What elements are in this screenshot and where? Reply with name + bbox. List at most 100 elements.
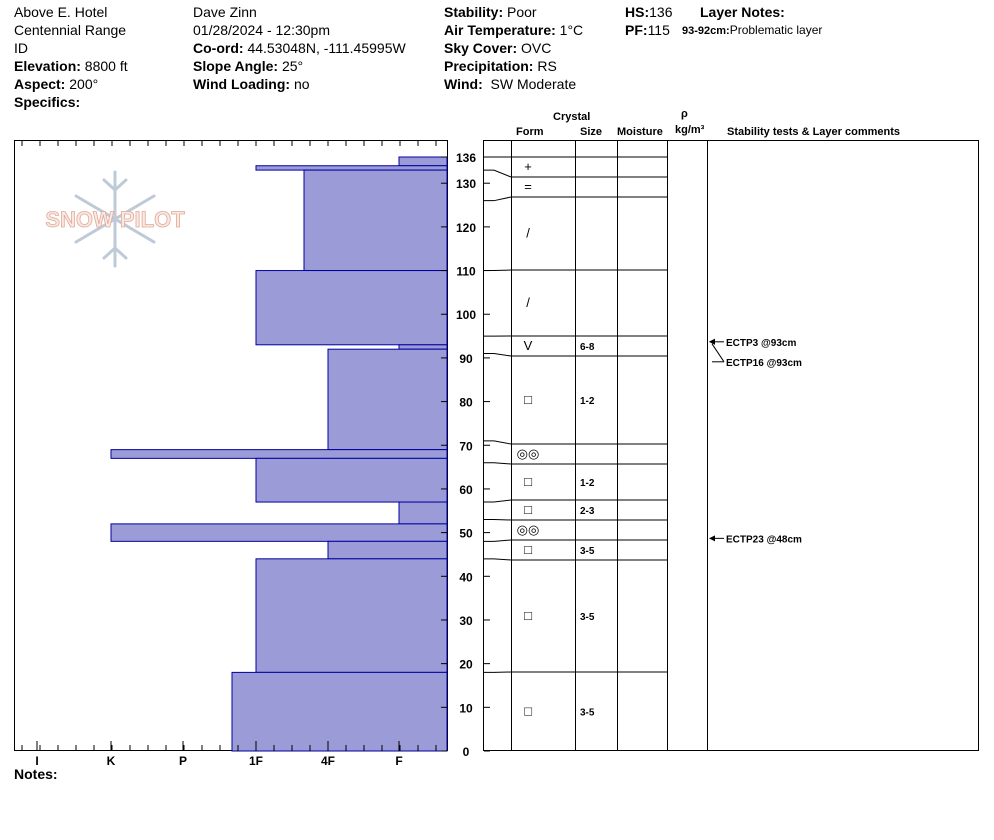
pf-label: PF: — [625, 22, 648, 38]
coord-label: Co-ord: — [193, 40, 244, 56]
y-tick-label: 90 — [459, 352, 473, 366]
sky-label: Sky Cover: — [444, 40, 518, 56]
hardness-tick-label: K — [107, 754, 116, 768]
hardness-tick-label: I — [35, 754, 38, 768]
stability-test-label: ECTP23 @48cm — [726, 534, 802, 545]
crystal-form-symbol: □ — [524, 474, 532, 489]
wind-value: SW Moderate — [490, 76, 577, 92]
y-tick-label: 80 — [459, 396, 473, 410]
elevation-value: 8800 ft — [84, 58, 128, 74]
y-tick-label: 50 — [459, 527, 473, 541]
wind-label: Wind: — [444, 76, 483, 92]
stability-comments-header: Stability tests & Layer comments — [727, 126, 901, 138]
density-rho-header: ρ — [681, 108, 688, 120]
strata-table-frame — [483, 140, 979, 751]
hardness-bar — [398, 501, 448, 525]
aspect-label: Aspect: — [14, 76, 66, 92]
hs-value: 136 — [649, 4, 673, 20]
hardness-bar — [255, 165, 448, 171]
location-name: Above E. Hotel — [14, 4, 108, 20]
layer-notes-label: Layer Notes: — [700, 4, 785, 20]
y-tick-label: 70 — [459, 439, 473, 453]
y-tick-label: 110 — [456, 265, 476, 279]
range-name: Centennial Range — [14, 22, 127, 38]
crystal-form-symbol: □ — [524, 608, 532, 623]
crystal-size-label: 2-3 — [580, 506, 595, 517]
crystal-form-symbol: / — [526, 295, 530, 310]
coord-field: Co-ord: 44.53048N, -111.45995W — [193, 39, 406, 57]
hardness-bar — [255, 270, 448, 346]
depth-connector — [484, 462, 512, 465]
state-name: ID — [14, 40, 28, 56]
coord-value: 44.53048N, -111.45995W — [247, 40, 406, 56]
specifics-label: Specifics: — [14, 94, 81, 110]
y-tick-label: 30 — [459, 614, 473, 628]
sky-value: OVC — [521, 40, 552, 56]
crystal-form-symbol: / — [526, 226, 530, 241]
y-tick-label: 136 — [456, 151, 476, 165]
stability-label: Stability: — [444, 4, 504, 20]
pf-value: 115 — [647, 22, 670, 38]
crystal-form-symbol: ◎◎ — [517, 446, 540, 461]
crystal-size-label: 3-5 — [580, 546, 595, 557]
slope-value: 25° — [281, 58, 304, 74]
windload-field: Wind Loading: no — [193, 75, 310, 93]
windload-label: Wind Loading: — [193, 76, 291, 92]
precip-value: RS — [537, 58, 557, 74]
depth-connector — [484, 539, 512, 542]
hardness-bar — [398, 344, 448, 350]
crystal-size-label: 1-2 — [580, 396, 595, 407]
depth-connector — [484, 269, 512, 272]
hardness-bar — [231, 671, 448, 752]
depth-connector — [484, 499, 512, 503]
layer-note: 93-92cm:Problematic layer — [682, 23, 822, 37]
hardness-bar — [255, 457, 448, 503]
hardness-bar — [110, 449, 448, 459]
test-leader-line — [711, 343, 725, 363]
crystal-size-label: 1-2 — [580, 478, 595, 489]
crystal-size-label: 3-5 — [580, 708, 595, 719]
pf-field: PF:115 — [625, 21, 670, 39]
hs-field: HS:136 — [625, 3, 672, 21]
crystal-form-symbol: □ — [524, 704, 532, 719]
hardness-bar — [327, 348, 448, 451]
aspect-field: Aspect: 200° — [14, 75, 98, 93]
crystal-size-label: 3-5 — [580, 612, 595, 623]
layer-note-text: Problematic layer — [729, 23, 823, 37]
stability-value: Poor — [507, 4, 537, 20]
form-header: Form — [516, 126, 544, 138]
hardness-tick-label: F — [395, 754, 402, 768]
crystal-form-symbol: □ — [524, 502, 532, 517]
test-arrow — [709, 535, 715, 542]
moisture-header: Moisture — [617, 126, 663, 138]
y-tick-label: 40 — [459, 570, 473, 584]
crystal-form-symbol: ◎◎ — [517, 522, 540, 537]
crystal-form-symbol: = — [524, 179, 532, 194]
elevation-field: Elevation: 8800 ft — [14, 57, 128, 75]
hardness-tick-label: 4F — [321, 754, 335, 768]
crystal-form-symbol: □ — [524, 392, 532, 407]
airtemp-value: 1°C — [559, 22, 584, 38]
precip-field: Precipitation: RS — [444, 57, 557, 75]
hardness-bar — [327, 540, 448, 560]
hardness-bar — [398, 156, 448, 167]
observation-datetime: 01/28/2024 - 12:30pm — [193, 22, 330, 38]
y-tick-label: 120 — [456, 221, 476, 235]
y-tick-label: 0 — [463, 745, 470, 759]
hardness-bar — [110, 523, 448, 542]
y-tick-label: 10 — [459, 701, 473, 715]
notes-label: Notes: — [14, 766, 58, 782]
windload-value: no — [293, 76, 310, 92]
wind-field: Wind: SW Moderate — [444, 75, 576, 93]
sky-field: Sky Cover: OVC — [444, 39, 551, 57]
layer-note-depth: 93-92cm: — [682, 25, 730, 37]
depth-connector — [484, 558, 512, 561]
logo-text: SNOW PILOT — [45, 207, 185, 232]
crystal-header: Crystal — [553, 111, 591, 123]
snowpilot-logo: SNOW PILOT — [45, 170, 186, 268]
crystal-form-symbol: □ — [524, 542, 532, 557]
stability-field: Stability: Poor — [444, 3, 537, 21]
stability-test-label: ECTP16 @93cm — [726, 358, 802, 369]
hs-label: HS: — [625, 4, 650, 20]
crystal-form-symbol: + — [524, 159, 532, 174]
